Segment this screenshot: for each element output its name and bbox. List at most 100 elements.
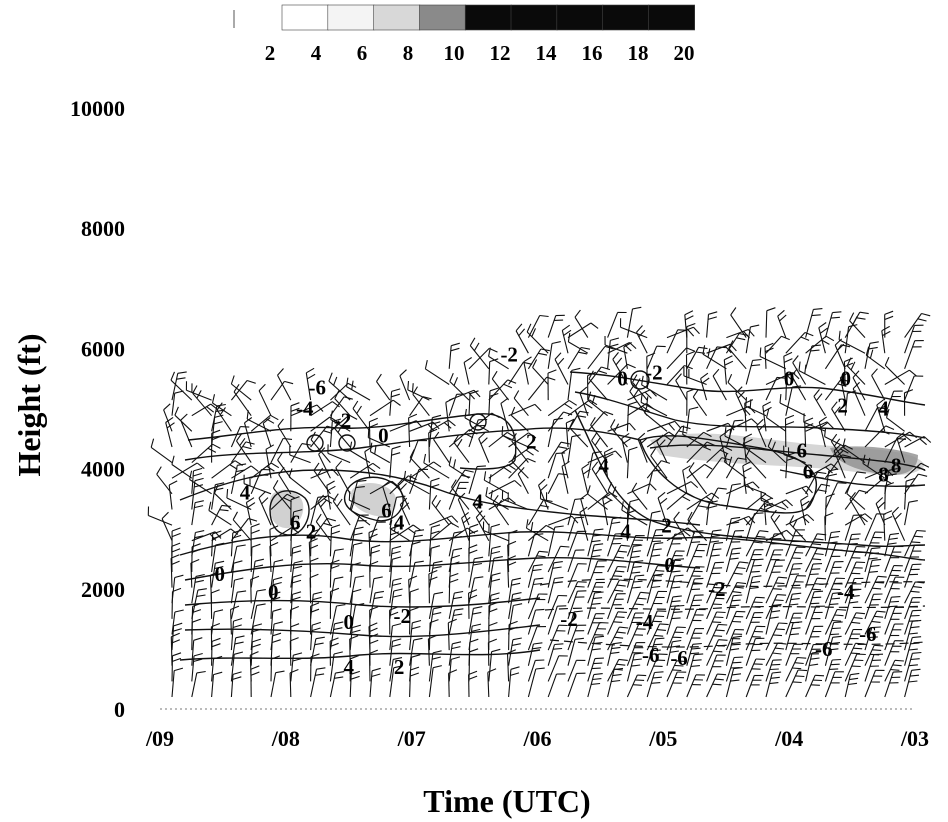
wind-barb-flag (272, 581, 282, 586)
wind-barb-flag (449, 578, 459, 583)
wind-barb (706, 543, 715, 573)
wind-barb-flag (791, 568, 801, 570)
wind-barb (675, 380, 688, 401)
wind-barb (329, 578, 336, 604)
wind-barb (547, 595, 559, 620)
wind-barb-flag (507, 379, 517, 384)
wind-barb-flag (651, 682, 661, 684)
wind-barb-flag (661, 460, 671, 464)
wind-barb-flag (369, 423, 379, 428)
wind-barb (488, 390, 491, 416)
contour-ring (469, 413, 487, 431)
wind-barb (507, 544, 510, 573)
wind-barb-flag (393, 657, 403, 660)
wind-barb (626, 612, 636, 635)
wind-barb-flag (314, 642, 324, 646)
wind-barb (686, 654, 695, 682)
wind-barb-flag (712, 621, 722, 623)
wind-barb (428, 608, 434, 635)
wind-barb (334, 428, 351, 448)
wind-barb-flag (293, 565, 303, 569)
wind-barb (330, 383, 349, 401)
wind-barb-flag (493, 556, 503, 559)
wind-barb (332, 500, 351, 526)
wind-barb-flag (601, 366, 611, 371)
wind-barb (725, 518, 732, 541)
wind-barb-flag (275, 670, 285, 674)
wind-barb (349, 577, 356, 604)
wind-barb (765, 310, 768, 338)
wind-barb (208, 510, 232, 526)
wind-barb (468, 393, 471, 416)
wind-barb-flag (530, 446, 539, 453)
wind-barb-flag (682, 530, 691, 537)
wind-barb (408, 579, 411, 604)
wind-barb-flag (552, 566, 562, 569)
wind-barb (818, 327, 826, 354)
wind-barb (429, 515, 452, 526)
wind-barb (463, 362, 470, 385)
wind-barb-flag (532, 647, 542, 650)
wind-barb (389, 528, 392, 557)
wind-barb (554, 359, 569, 385)
wind-barb-flag (290, 637, 299, 642)
wind-barb-flag (868, 346, 878, 350)
wind-barb-flag (733, 635, 743, 638)
wind-barb (629, 391, 648, 417)
wind-barb (842, 446, 866, 464)
wind-barb-flag (392, 399, 401, 406)
wind-barb-flag (651, 585, 661, 589)
wind-barb (170, 379, 193, 401)
wind-barb (569, 427, 589, 448)
wind-barb (216, 409, 232, 432)
wind-barb-flag (918, 473, 928, 477)
wind-barb (329, 623, 336, 651)
wind-barb (448, 482, 461, 510)
wind-barb-flag (674, 558, 685, 561)
wind-barb (904, 597, 913, 620)
wind-barb-flag (534, 404, 542, 412)
wind-barb (230, 621, 235, 651)
wind-barb (805, 548, 818, 573)
wind-barb (230, 592, 238, 620)
wind-barb-flag (703, 431, 712, 437)
wind-barb-flag (212, 443, 221, 449)
wind-barb-flag (875, 497, 884, 505)
wind-barb (246, 418, 272, 432)
wind-barb-flag (431, 495, 438, 504)
wind-barb-flag (591, 682, 601, 685)
wind-barb-flag (792, 592, 802, 595)
wind-barb-flag (286, 493, 296, 499)
wind-barb-flag (772, 652, 782, 655)
wind-barb-flag (657, 565, 667, 567)
wind-barb-flag (769, 682, 779, 685)
wind-barb-flag (491, 648, 501, 653)
contour-line-dashed (539, 578, 926, 588)
wind-barb-flag (838, 330, 841, 340)
wind-barb-flag (213, 671, 223, 676)
wind-barb (231, 383, 252, 401)
wind-barb (824, 609, 838, 635)
wind-barb-flag (323, 498, 333, 504)
wind-barb-flag (335, 460, 343, 469)
wind-barb (448, 532, 455, 557)
wind-barb (270, 611, 274, 635)
wind-barb-flag (714, 678, 724, 681)
wind-barb-flag (751, 418, 759, 426)
wind-barb-flag (653, 643, 663, 646)
wind-barb-flag (391, 550, 401, 555)
wind-barb-flag (591, 432, 597, 441)
wind-barb-flag (336, 604, 346, 607)
wind-barb-flag (713, 586, 723, 589)
wind-barb-flag (368, 627, 378, 633)
wind-barb (904, 502, 910, 526)
wind-barb-flag (413, 637, 423, 641)
wind-barb (506, 653, 510, 682)
wind-barb-flag (613, 621, 623, 623)
wind-barb-flag (323, 430, 333, 434)
wind-barb (884, 597, 892, 620)
wind-barb-flag (392, 556, 402, 560)
wind-barb-flag (242, 445, 252, 450)
wind-barb (785, 644, 795, 666)
wind-barb-flag (480, 437, 488, 445)
